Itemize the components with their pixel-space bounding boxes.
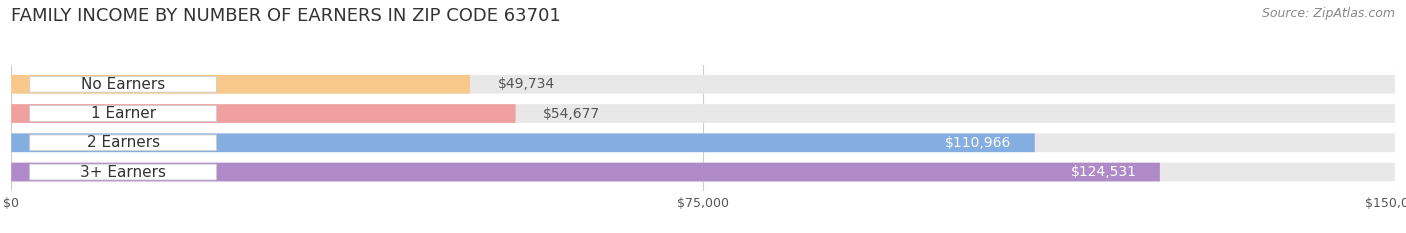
- Text: $54,677: $54,677: [543, 106, 600, 120]
- FancyBboxPatch shape: [11, 75, 470, 94]
- FancyBboxPatch shape: [30, 164, 217, 180]
- Text: 3+ Earners: 3+ Earners: [80, 164, 166, 180]
- FancyBboxPatch shape: [11, 134, 1395, 152]
- FancyBboxPatch shape: [11, 75, 1395, 94]
- FancyBboxPatch shape: [11, 163, 1395, 182]
- Text: $110,966: $110,966: [945, 136, 1012, 150]
- FancyBboxPatch shape: [30, 76, 217, 92]
- Text: Source: ZipAtlas.com: Source: ZipAtlas.com: [1261, 7, 1395, 20]
- Text: No Earners: No Earners: [82, 77, 166, 92]
- Text: FAMILY INCOME BY NUMBER OF EARNERS IN ZIP CODE 63701: FAMILY INCOME BY NUMBER OF EARNERS IN ZI…: [11, 7, 561, 25]
- Text: 2 Earners: 2 Earners: [87, 135, 160, 150]
- FancyBboxPatch shape: [30, 106, 217, 121]
- FancyBboxPatch shape: [11, 134, 1035, 152]
- FancyBboxPatch shape: [11, 163, 1160, 182]
- Text: 1 Earner: 1 Earner: [90, 106, 156, 121]
- FancyBboxPatch shape: [30, 135, 217, 151]
- Text: $49,734: $49,734: [498, 77, 555, 91]
- FancyBboxPatch shape: [11, 104, 1395, 123]
- FancyBboxPatch shape: [11, 104, 516, 123]
- Text: $124,531: $124,531: [1071, 165, 1137, 179]
